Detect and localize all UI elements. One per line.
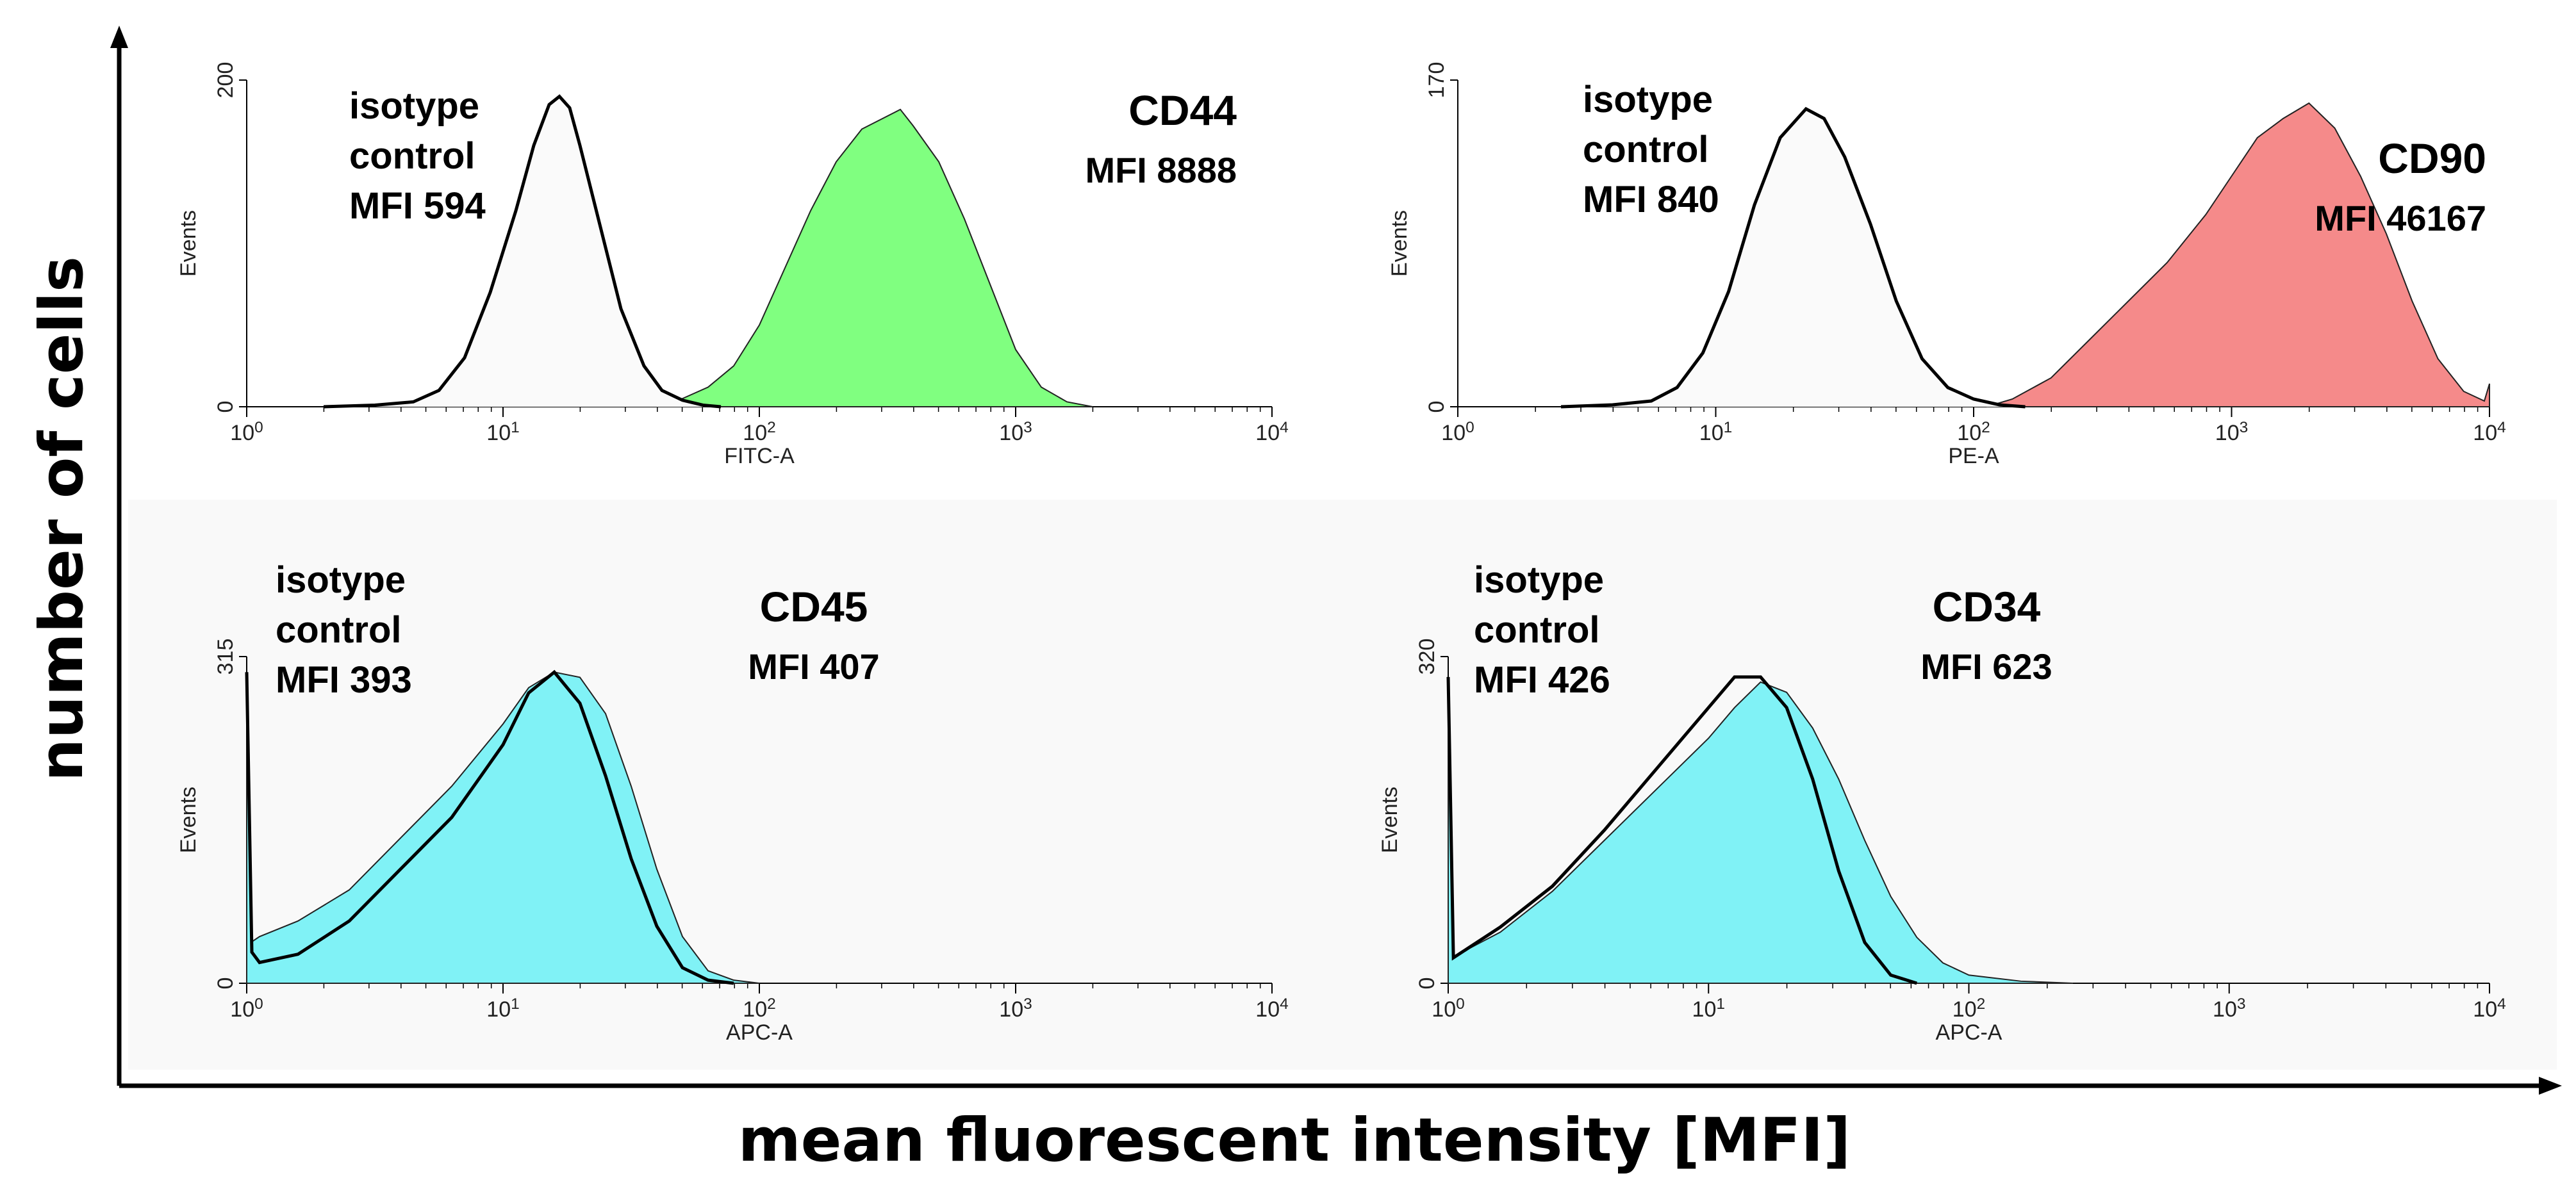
cd34-x-tick-label: 103 [2213,995,2245,1022]
cd90-isotype-annotation: control [1583,129,1709,170]
cd90-marker-name: CD90 [2378,135,2486,182]
cd44-sample-histogram [656,108,1093,407]
cd45-marker-name: CD45 [760,583,868,630]
cd45-channel-label: APC-A [726,1020,793,1045]
cd44-y-tick-label: 0 [213,401,238,413]
cd90-channel-label: PE-A [1948,444,1999,468]
cd90-x-tick-label: 101 [1699,419,1732,445]
cd44-y-axis-label: Events [176,210,201,277]
cd90-x-tick-label: 100 [1441,419,1474,445]
panel-cd44: 100 101 102 103 104 0 200 Events FITC-A isotype co… [176,62,1289,468]
cd45-x-tick-label: 104 [1255,995,1288,1022]
cd90-isotype-annotation: isotype [1583,79,1713,120]
cd44-x-tick-label: 102 [743,419,775,445]
cd44-isotype-fill [324,96,721,407]
cd34-isotype-annotation: control [1474,609,1600,651]
cd45-marker-mfi: MFI 407 [748,646,879,687]
cd90-isotype-histogram [1560,106,2026,409]
panel-cd90: 100 101 102 103 104 0 170 Events PE-A isotype cont… [1387,62,2506,468]
cd45-y-tick-label: 0 [213,977,238,990]
cd90-y-tick-label: 0 [1424,401,1449,413]
cd90-x-tick-label: 103 [2215,419,2248,445]
cd44-isotype-annotation: control [349,135,475,177]
cd34-y-tick-label: 320 [1415,639,1439,675]
cd44-x-tick-label: 103 [999,419,1032,445]
panel-cd34: 100 101 102 103 104 0 320 Events APC-A isotype con… [1378,559,2506,1045]
cd44-marker-name: CD44 [1128,86,1237,134]
cd90-y-tick-label: 170 [1424,62,1449,99]
figure-y-arrow [110,26,128,48]
cd90-x-tick-label: 102 [1957,419,1990,445]
cd45-isotype-histogram [245,669,734,985]
cd34-marker-mfi: MFI 623 [1920,646,2052,687]
figure-x-arrow [2539,1077,2562,1095]
cd34-x-tick-label: 104 [2473,995,2506,1022]
cd45-sample-histogram [246,671,760,984]
cd44-x-tick-label: 104 [1255,419,1288,445]
cd34-y-tick-label: 0 [1415,977,1439,990]
cd45-x-tick-label: 102 [743,995,775,1022]
cd45-y-tick-label: 315 [213,639,238,675]
cd34-marker-name: CD34 [1933,583,2041,630]
cd44-isotype-histogram [323,94,722,409]
cd44-y-tick-label: 200 [213,62,238,99]
cd34-x-tick-label: 100 [1432,995,1464,1022]
cd44-x-tick-label: 100 [230,419,263,445]
cd44-marker-mfi: MFI 8888 [1085,150,1237,190]
cd45-x-tick-label: 100 [230,995,263,1022]
figure-y-label: number of cells [27,256,97,781]
cd34-channel-label: APC-A [1936,1020,2002,1045]
cd90-isotype-annotation: MFI 840 [1583,179,1719,220]
cd44-isotype-annotation: isotype [349,85,479,127]
cd44-isotype-annotation: MFI 594 [349,185,486,227]
cd34-x-tick-label: 101 [1692,995,1725,1022]
cd45-isotype-annotation: control [276,609,402,651]
cd34-isotype-histogram [1446,675,1917,985]
cd90-y-axis-label: Events [1387,210,1412,277]
panel-cd45: 100 101 102 103 104 0 315 Events APC-A isotype con… [176,559,1289,1045]
cd44-channel-label: FITC-A [724,444,795,468]
cd90-marker-mfi: MFI 46167 [2315,198,2486,238]
cd45-y-axis-label: Events [176,787,201,853]
cd34-isotype-annotation: MFI 426 [1474,659,1610,701]
cd45-x-tick-label: 101 [486,995,519,1022]
cd90-x-tick-label: 104 [2473,419,2506,445]
cd34-sample-histogram [1448,676,2074,984]
cd34-y-axis-label: Events [1378,787,1402,853]
cd44-x-tick-label: 101 [486,419,519,445]
figure-x-label: mean fluorescent intensity [MFI] [738,1106,1851,1175]
cd45-x-tick-label: 103 [999,995,1032,1022]
cd45-isotype-annotation: isotype [276,559,406,601]
cd34-x-tick-label: 102 [1953,995,1985,1022]
cd45-isotype-annotation: MFI 393 [276,659,412,701]
cd34-isotype-annotation: isotype [1474,559,1604,601]
cd90-sample-histogram [1986,102,2490,407]
